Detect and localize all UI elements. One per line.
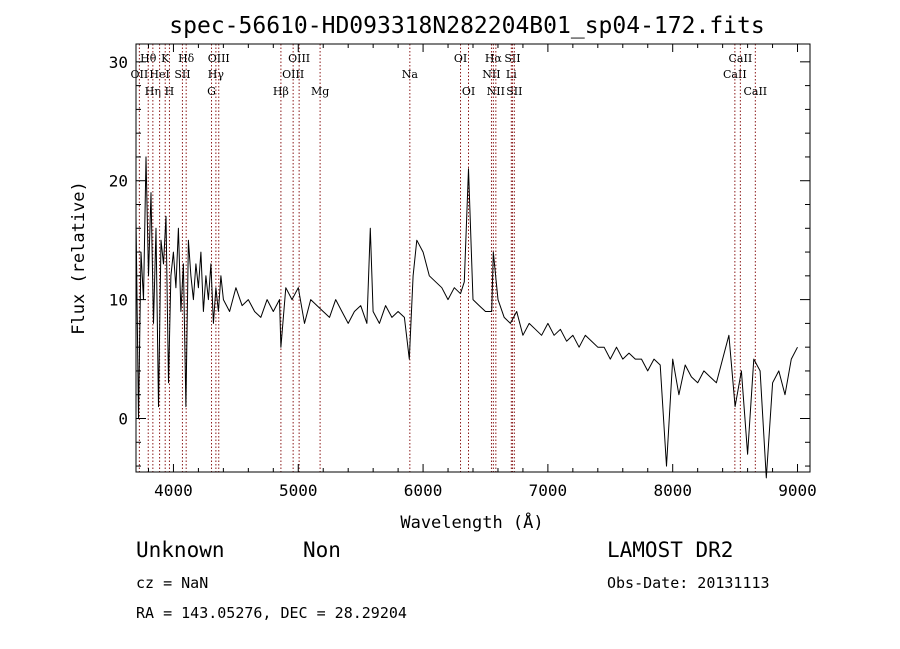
plot-frame [135,43,811,473]
x-tick-label-3: 7000 [529,481,568,500]
x-axis-label: Wavelength (Å) [400,511,543,533]
survey-label: LAMOST DR2 [607,538,734,562]
chart-title: spec-56610-HD093318N282204B01_sp04-172.f… [169,13,764,39]
marker-label-5: H [165,85,175,98]
y-axis-label: Flux (relative) [69,181,89,335]
coordinates-text: RA = 143.05276, DEC = 28.29204 [136,604,407,622]
marker-label-3: HeI [149,68,169,81]
marker-label-19: Hα [485,52,503,65]
marker-label-7: Hδ [178,52,195,65]
marker-label-4: K [161,52,170,65]
spectrum-line-0 [135,156,798,479]
obs-date-text: Obs-Date: 20131113 [607,574,770,592]
marker-label-25: CaII [729,52,753,65]
marker-label-24: CaII [723,68,747,81]
marker-label-22: SII [504,52,520,65]
marker-label-14: Mg [311,85,329,98]
marker-label-18: NII [482,68,500,81]
marker-label-11: Hβ [273,85,289,98]
marker-label-2: Hη [145,85,161,98]
x-tick-label-0: 4000 [154,481,193,500]
y-tick-label-1: 10 [109,291,128,310]
y-tick-label-0: 0 [118,410,128,429]
marker-label-0: OII [131,68,149,81]
spectrum-series [135,156,798,479]
redshift-text: cz = NaN [136,574,209,592]
subclass-label: Non [303,538,341,562]
marker-label-12: OIII [282,68,304,81]
x-tick-label-5: 9000 [778,481,817,500]
x-tick-label-1: 5000 [279,481,318,500]
marker-label-17: OI [462,85,475,98]
x-tick-label-2: 6000 [404,481,443,500]
marker-label-9: Hγ [208,68,225,81]
x-axis: 4000 5000 6000 7000 8000 9000 [147,44,817,500]
marker-label-16: OI [454,52,467,65]
marker-label-15: Na [402,68,419,81]
spectral-line-markers: OII Hθ Hη HeI K H SII Hδ G Hγ OIII Hβ OIII OIII Mg Na OI… [131,44,767,472]
marker-label-13: OIII [288,52,310,65]
marker-label-21: Li [506,68,517,81]
marker-label-6: SII [174,68,190,81]
y-axis: 0 10 20 30 [109,53,810,467]
y-tick-label-3: 30 [109,53,128,72]
y-tick-label-2: 20 [109,172,128,191]
class-label: Unknown [136,538,225,562]
marker-label-20: NII [487,85,505,98]
marker-label-8: G [207,85,216,98]
marker-label-23: SII [506,85,522,98]
marker-label-26: CaII [743,85,767,98]
marker-label-10: OIII [208,52,230,65]
marker-label-1: Hθ [140,52,157,65]
x-tick-label-4: 8000 [653,481,692,500]
